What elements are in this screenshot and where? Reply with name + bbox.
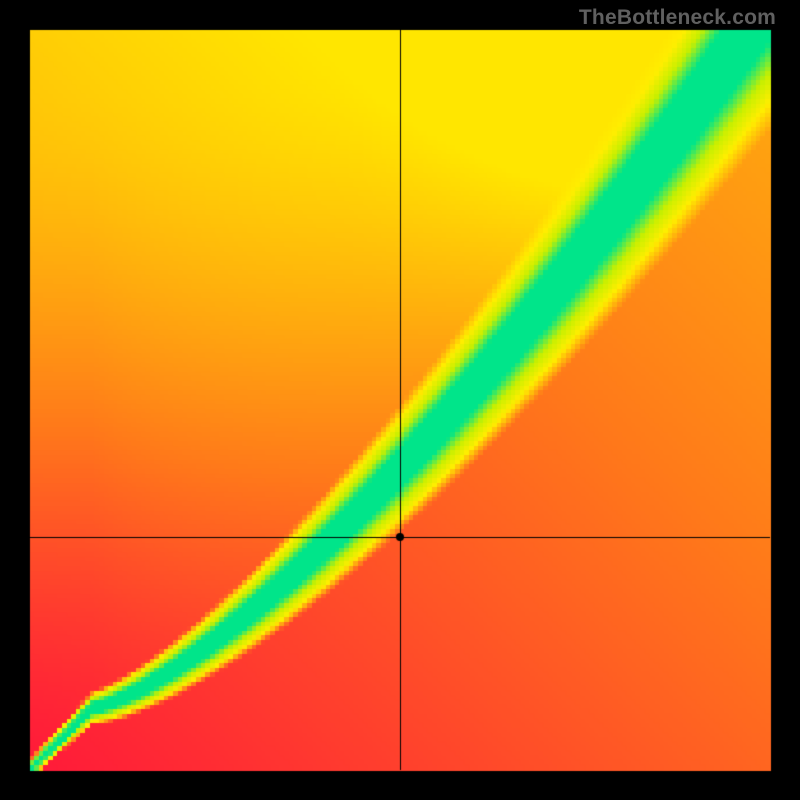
bottleneck-heatmap bbox=[0, 0, 800, 800]
watermark-text: TheBottleneck.com bbox=[579, 6, 776, 30]
